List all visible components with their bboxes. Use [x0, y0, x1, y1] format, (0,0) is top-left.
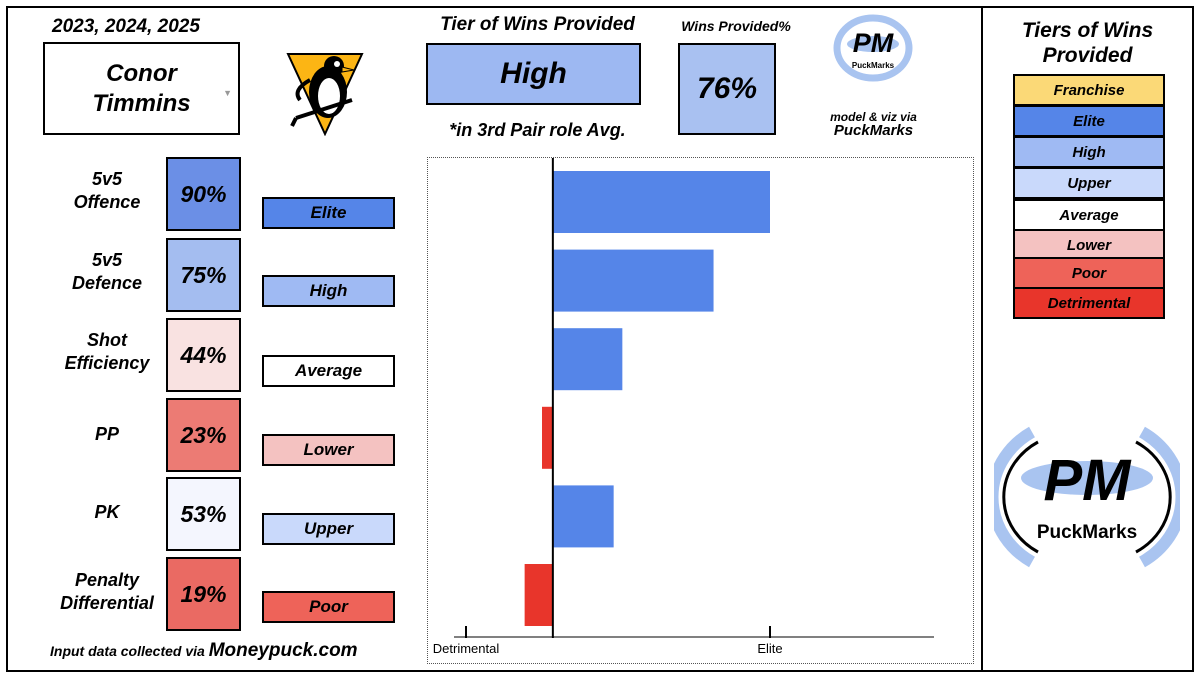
- puckmarks-large-logo-icon: PM PuckMarks: [994, 426, 1180, 568]
- bar-5v5-defence: [552, 249, 714, 312]
- metric-pct-shot-efficiency: 44%: [166, 318, 241, 392]
- player-select[interactable]: Conor Timmins ▼: [43, 42, 240, 135]
- legend-item-poor: Poor: [1013, 257, 1165, 289]
- metric-label-pk: PK: [94, 502, 120, 522]
- metric-tier-penalty-differential: Poor: [262, 591, 395, 623]
- metric-label-5v5-defence: 5v5 Defence: [71, 250, 143, 293]
- credit-block: model & viz via PuckMarks: [816, 110, 931, 138]
- metric-label-pp: PP: [94, 424, 119, 444]
- wins-chart: Detrimental Elite: [427, 157, 974, 664]
- credit-line: model & viz via: [830, 110, 917, 124]
- bar-penalty-differential: [524, 564, 553, 626]
- tier-note: *in 3rd Pair role Avg.: [449, 120, 626, 140]
- large-logo-subtext: PuckMarks: [1037, 522, 1137, 543]
- tier-title: Tier of Wins Provided: [440, 14, 635, 35]
- x-tick-label: Detrimental: [433, 641, 500, 656]
- bar-pp: [542, 406, 553, 469]
- legend-title: Tiers of Wins Provided: [1021, 19, 1154, 67]
- metric-tier-pp: Lower: [262, 434, 395, 466]
- credit-name: PuckMarks: [833, 122, 914, 139]
- metric-tier-5v5-defence: High: [262, 275, 395, 307]
- legend-item-franchise: Franchise: [1013, 74, 1165, 106]
- metric-tier-pk: Upper: [262, 513, 395, 545]
- penguins-logo-icon: [286, 53, 364, 136]
- x-tick-label: Elite: [757, 641, 782, 656]
- metric-tier-5v5-offence: Elite: [262, 197, 395, 229]
- metric-pct-5v5-offence: 90%: [166, 157, 241, 231]
- logo-text: PM: [853, 28, 894, 58]
- legend-item-elite: Elite: [1013, 105, 1165, 137]
- legend-item-high: High: [1013, 136, 1165, 168]
- footer-site: Moneypuck.com: [208, 640, 358, 661]
- footer-prefix: Input data collected via: [50, 643, 209, 659]
- metric-label-penalty-differential: Penalty Differential: [60, 570, 154, 613]
- bar-pk: [552, 485, 614, 548]
- wins-provided-value: 76%: [678, 43, 776, 135]
- bar-5v5-offence: [552, 171, 770, 233]
- legend-item-detrimental: Detrimental: [1013, 287, 1165, 319]
- large-logo-text: PM: [1044, 448, 1133, 513]
- legend-panel: [981, 6, 1194, 672]
- player-name: Conor Timmins: [92, 59, 191, 117]
- logo-subtext: PuckMarks: [852, 61, 895, 70]
- wins-chart-svg: Detrimental Elite: [433, 158, 934, 656]
- metric-pct-5v5-defence: 75%: [166, 238, 241, 312]
- season-range: 2023, 2024, 2025: [52, 16, 200, 37]
- metric-label-shot-efficiency: Shot Efficiency: [64, 330, 150, 373]
- data-source-footer: Input data collected via Moneypuck.com: [50, 640, 410, 662]
- legend-item-average: Average: [1013, 199, 1165, 231]
- dropdown-caret-icon[interactable]: ▼: [223, 88, 232, 98]
- legend-item-upper: Upper: [1013, 167, 1165, 199]
- tier-value-box: High: [426, 43, 641, 105]
- metric-pct-pk: 53%: [166, 477, 241, 551]
- metric-pct-pp: 23%: [166, 398, 241, 472]
- wins-provided-title: Wins Provided%: [681, 18, 791, 34]
- metric-label-5v5-offence: 5v5 Offence: [73, 169, 141, 212]
- puckmarks-logo-icon: PM PuckMarks: [833, 14, 913, 82]
- bar-shot-efficiency: [552, 328, 623, 391]
- metric-tier-shot-efficiency: Average: [262, 355, 395, 387]
- metric-pct-penalty-differential: 19%: [166, 557, 241, 631]
